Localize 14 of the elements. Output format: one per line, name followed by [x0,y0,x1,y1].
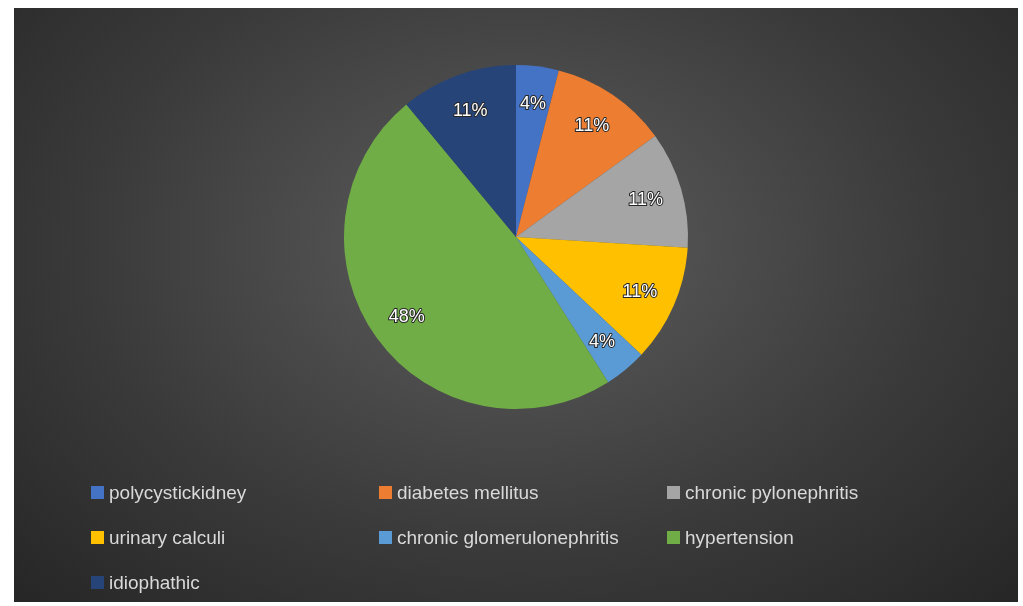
data-label: 48% [388,306,425,327]
data-label: 4% [519,93,546,114]
data-label: 11% [622,280,658,301]
data-label: 11% [628,189,663,210]
legend-label: chronic pylonephritis [685,482,859,503]
data-label: 11% [452,99,488,120]
legend-label: polycystickidney [109,482,247,503]
legend-label: chronic glomerulonephritis [397,527,619,548]
legend-label: idiophathic [109,572,200,593]
legend-label: diabetes mellitus [397,482,539,503]
legend-label: hypertension [685,527,794,548]
data-label: 11% [574,115,610,136]
data-label: 4% [589,331,616,352]
legend-label: urinary calculi [109,527,226,548]
